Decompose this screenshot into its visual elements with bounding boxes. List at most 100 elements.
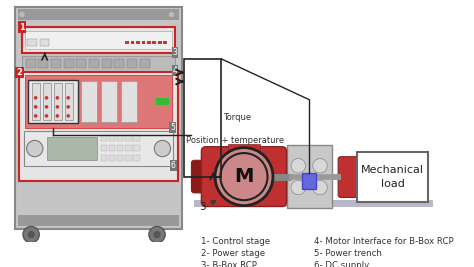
Bar	[89, 59, 99, 68]
Text: 6: 6	[171, 161, 176, 170]
Bar	[117, 135, 124, 141]
Text: 5: 5	[170, 123, 175, 132]
Text: 3: 3	[173, 48, 178, 57]
Text: 6- DC supply: 6- DC supply	[314, 261, 369, 267]
Bar	[125, 135, 132, 141]
Bar	[134, 135, 140, 141]
Bar	[302, 173, 317, 189]
Bar	[134, 145, 140, 151]
Circle shape	[27, 231, 35, 238]
Text: 1: 1	[19, 23, 25, 32]
Bar	[184, 59, 221, 176]
Bar	[81, 81, 97, 122]
Text: 5- Power trench: 5- Power trench	[314, 249, 382, 258]
Bar	[47, 137, 97, 160]
Circle shape	[55, 96, 59, 100]
Circle shape	[313, 180, 327, 195]
FancyBboxPatch shape	[338, 157, 358, 198]
FancyBboxPatch shape	[201, 147, 286, 206]
Bar	[18, 9, 179, 20]
Circle shape	[66, 114, 70, 118]
Bar	[15, 7, 182, 229]
Bar	[153, 41, 156, 44]
Bar	[25, 75, 173, 128]
Bar	[164, 41, 167, 44]
Bar	[101, 145, 107, 151]
Bar	[134, 155, 140, 161]
Text: M: M	[234, 167, 254, 186]
Bar	[24, 131, 173, 166]
Circle shape	[34, 114, 37, 118]
Bar	[38, 59, 48, 68]
Circle shape	[45, 96, 48, 100]
Text: 4- Motor Interface for B-Box RCP: 4- Motor Interface for B-Box RCP	[314, 237, 453, 246]
Bar	[125, 145, 132, 151]
Bar	[117, 155, 124, 161]
Circle shape	[291, 180, 306, 195]
Bar	[19, 72, 178, 181]
Bar	[125, 155, 132, 161]
Bar	[51, 59, 61, 68]
Bar	[25, 31, 173, 49]
Text: 1- Control stage: 1- Control stage	[201, 237, 271, 246]
Bar	[32, 83, 40, 120]
Bar	[43, 83, 51, 120]
Bar	[64, 59, 73, 68]
Bar	[54, 83, 62, 120]
Bar	[121, 81, 137, 122]
Bar	[357, 152, 428, 202]
Circle shape	[23, 226, 39, 243]
Bar	[114, 59, 124, 68]
Text: 2: 2	[17, 68, 22, 77]
Bar	[286, 145, 332, 208]
Circle shape	[55, 105, 59, 109]
Bar	[40, 39, 49, 46]
Bar	[28, 80, 78, 123]
FancyBboxPatch shape	[191, 160, 211, 193]
Bar	[18, 215, 179, 226]
Circle shape	[291, 159, 306, 173]
Bar	[22, 56, 175, 71]
Bar	[27, 39, 36, 46]
Circle shape	[19, 12, 25, 17]
Circle shape	[169, 12, 174, 17]
Circle shape	[155, 140, 171, 157]
Bar	[147, 41, 151, 44]
Bar	[64, 83, 73, 120]
Bar	[101, 81, 117, 122]
Text: 3- B-Box RCP: 3- B-Box RCP	[201, 261, 257, 267]
Bar	[109, 145, 115, 151]
Circle shape	[45, 105, 48, 109]
Bar	[131, 41, 134, 44]
Bar	[117, 145, 124, 151]
Circle shape	[154, 231, 161, 238]
Text: 4: 4	[173, 66, 178, 75]
Circle shape	[313, 159, 327, 173]
Circle shape	[55, 114, 59, 118]
Circle shape	[149, 226, 165, 243]
Circle shape	[66, 96, 70, 100]
Bar	[22, 27, 175, 53]
Text: Mechanical
load: Mechanical load	[361, 166, 424, 189]
Bar	[102, 59, 112, 68]
Text: Torque: Torque	[223, 113, 251, 122]
Circle shape	[34, 105, 37, 109]
Text: 3: 3	[199, 201, 216, 212]
Circle shape	[27, 140, 43, 157]
Bar	[109, 135, 115, 141]
Circle shape	[34, 96, 37, 100]
Bar	[142, 41, 145, 44]
Bar	[101, 135, 107, 141]
Circle shape	[45, 114, 48, 118]
Bar	[228, 144, 260, 155]
Bar	[140, 59, 150, 68]
Circle shape	[66, 105, 70, 109]
Bar	[125, 41, 129, 44]
Bar	[194, 200, 457, 206]
Bar	[136, 41, 140, 44]
Bar	[158, 41, 162, 44]
Bar	[101, 155, 107, 161]
Bar	[26, 59, 36, 68]
Text: Position + temperature: Position + temperature	[186, 136, 284, 145]
Circle shape	[215, 148, 273, 206]
